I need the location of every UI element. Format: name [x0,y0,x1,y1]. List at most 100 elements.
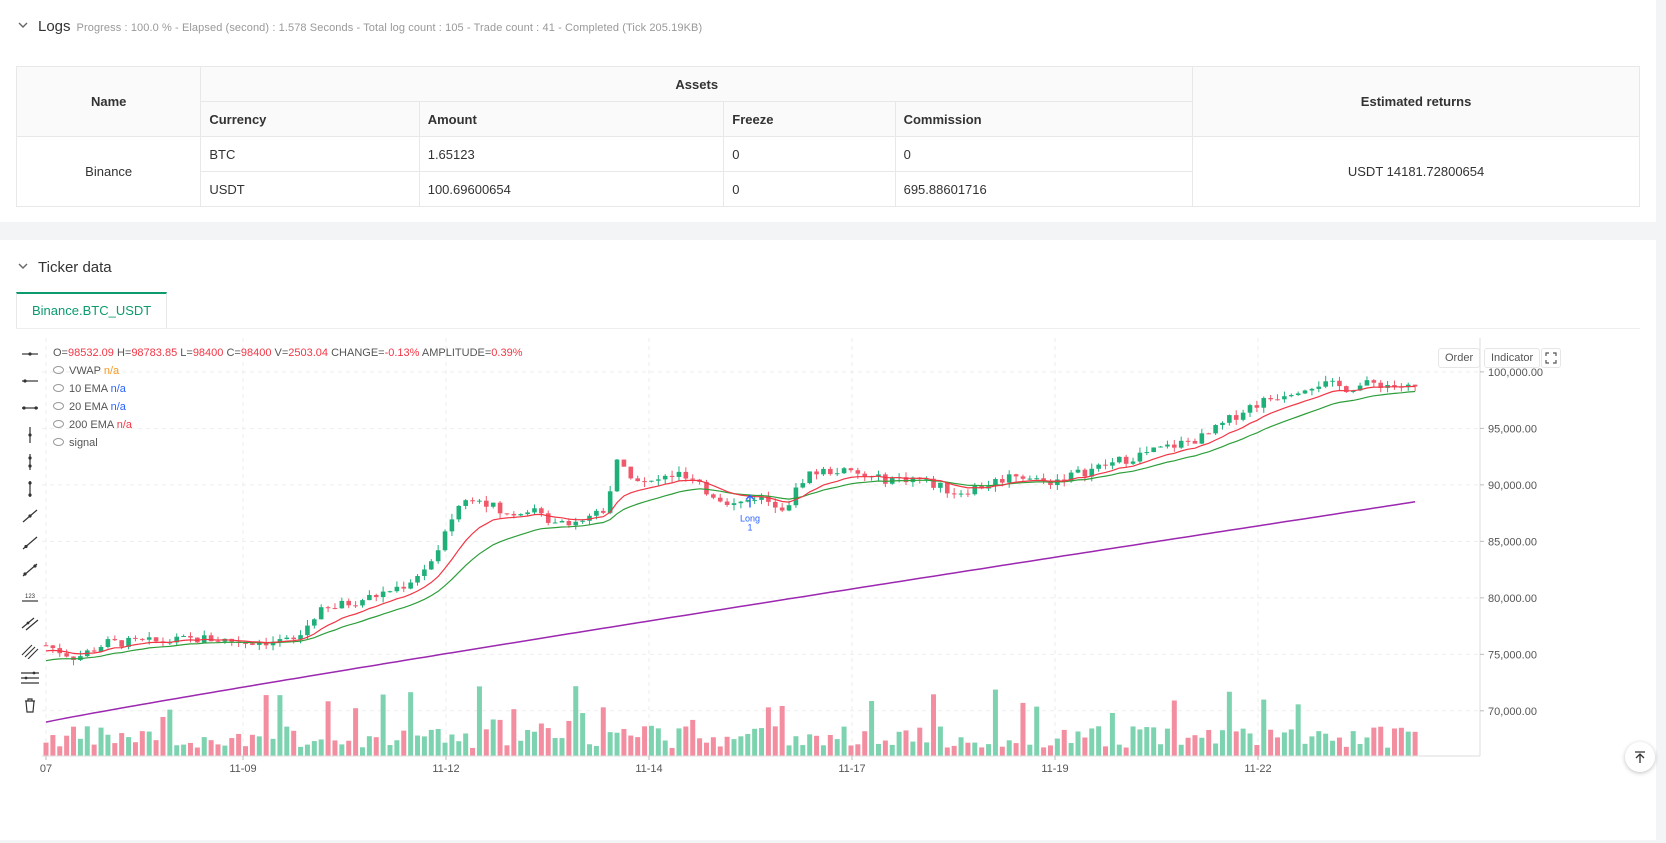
volume-bar [614,732,620,756]
volume-bar [703,742,709,756]
candle-body [786,505,792,511]
legend-value: n/a [103,365,120,377]
chevron-down-icon[interactable] [16,18,30,32]
candle-body [497,502,503,514]
candle-body [1261,398,1267,408]
legend-signal[interactable]: signal [53,436,98,450]
volume-bar [394,740,400,756]
candle-body [1096,464,1101,469]
volume-bar [325,701,331,756]
fullscreen-button[interactable] [1541,348,1561,368]
ray-tool-icon[interactable] [20,373,40,389]
chart-area[interactable]: 100,000.00 95,000.00 90,000.00 85,000.00 80,… [0,338,1656,838]
vertical-segment-tool-icon[interactable] [20,454,40,470]
candle-body [669,475,675,477]
price-label-tool-icon[interactable]: 123 [20,589,40,605]
candle-body [704,481,709,495]
legend-name: 200 EMA [69,419,114,431]
tab-binance-btc-usdt[interactable]: Binance.BTC_USDT [16,292,168,328]
legend-name: 20 EMA [69,401,108,413]
indicator-button[interactable]: Indicator [1484,348,1541,368]
extended-line-tool-icon[interactable] [20,400,40,416]
candle-body [133,637,138,639]
volume-bar [277,695,283,756]
candle-body [951,493,957,495]
candle-body [1282,396,1287,400]
col-assets-header: Assets [200,66,1194,102]
trend-line-tool-icon[interactable] [20,508,40,524]
volume-bar [497,719,503,756]
table-row: USDT 100.69600654 0 695.88601716 [17,171,1640,207]
eye-icon[interactable] [53,366,64,374]
pitchfork-tool-icon[interactable] [20,643,40,659]
volume-bar [1047,745,1053,756]
candle-body [834,473,840,475]
candle-body [1344,386,1349,392]
eye-icon[interactable] [53,420,64,428]
eye-icon[interactable] [53,384,64,392]
candle-body [525,512,530,515]
candle-body [924,478,929,480]
volume-bar [848,745,854,756]
amount-cell: 100.69600654 [418,171,725,207]
volume-bar [511,709,517,756]
volume-bar [587,744,593,756]
trend-ray-tool-icon[interactable] [20,535,40,551]
volume-bar [1171,700,1177,756]
candle-body [126,637,131,647]
order-button[interactable]: Order [1438,348,1481,368]
volume-bar [621,728,627,756]
volume-bar [525,730,531,756]
vertical-ray-tool-icon[interactable] [20,481,40,497]
candle-body [683,471,689,479]
estimated-returns-cell: USDT 14181.72800654 [1192,136,1640,207]
candle-body [965,493,971,495]
ohlc-volume: 2503.04 [288,347,329,359]
volume-bar [1089,728,1095,756]
volume-bar [208,740,214,756]
volume-bar [580,713,586,756]
candle-body [628,466,634,479]
volume-bar [153,740,159,756]
fib-retracement-tool-icon[interactable] [20,670,40,686]
trash-icon[interactable] [20,697,40,713]
legend-value: n/a [116,419,132,431]
trend-extended-tool-icon[interactable] [20,562,40,578]
volume-bar [731,739,737,756]
eye-icon[interactable] [53,438,64,446]
arrow-up-icon [1635,751,1645,763]
legend-20-ema[interactable]: 20 EMA n/a [53,400,126,414]
volume-bar [662,740,668,756]
candlestick-chart[interactable]: 100,000.00 95,000.00 90,000.00 85,000.00 80,… [0,338,1656,838]
parallel-channel-tool-icon[interactable] [20,616,40,632]
candle-body [1316,386,1322,389]
logs-header[interactable]: Logs Progress : 100.0 % - Elapsed (secon… [16,17,702,35]
eye-icon[interactable] [53,402,64,410]
vertical-line-tool-icon[interactable] [20,427,40,443]
legend-vwap[interactable]: VWAP n/a [53,364,119,378]
volume-bar [800,745,806,756]
horizontal-line-tool-icon[interactable] [20,346,40,362]
scroll-to-top-button[interactable] [1625,742,1655,772]
candle-body [332,607,338,609]
volume-bar [951,745,957,756]
ohlc-low: 98400 [192,347,224,359]
col-estimated-header: Estimated returns [1192,66,1640,137]
legend-10-ema[interactable]: 10 EMA n/a [53,382,126,396]
ema-10-line [45,385,1416,655]
volume-bar [229,738,235,756]
candle-body [105,639,111,647]
chevron-down-icon[interactable] [16,259,30,273]
ticker-header[interactable]: Ticker data [16,258,112,276]
legend-200-ema[interactable]: 200 EMA n/a [53,418,132,432]
candle-body [752,499,757,501]
volume-bar [380,694,386,756]
volume-bar [738,736,744,756]
volume-bar [77,738,83,756]
volume-bar [538,723,544,756]
volume-bar [1323,733,1329,756]
freeze-cell: 0 [723,171,896,207]
volume-bar [518,740,524,756]
candle-body [1151,447,1156,453]
candle-body [972,486,978,495]
